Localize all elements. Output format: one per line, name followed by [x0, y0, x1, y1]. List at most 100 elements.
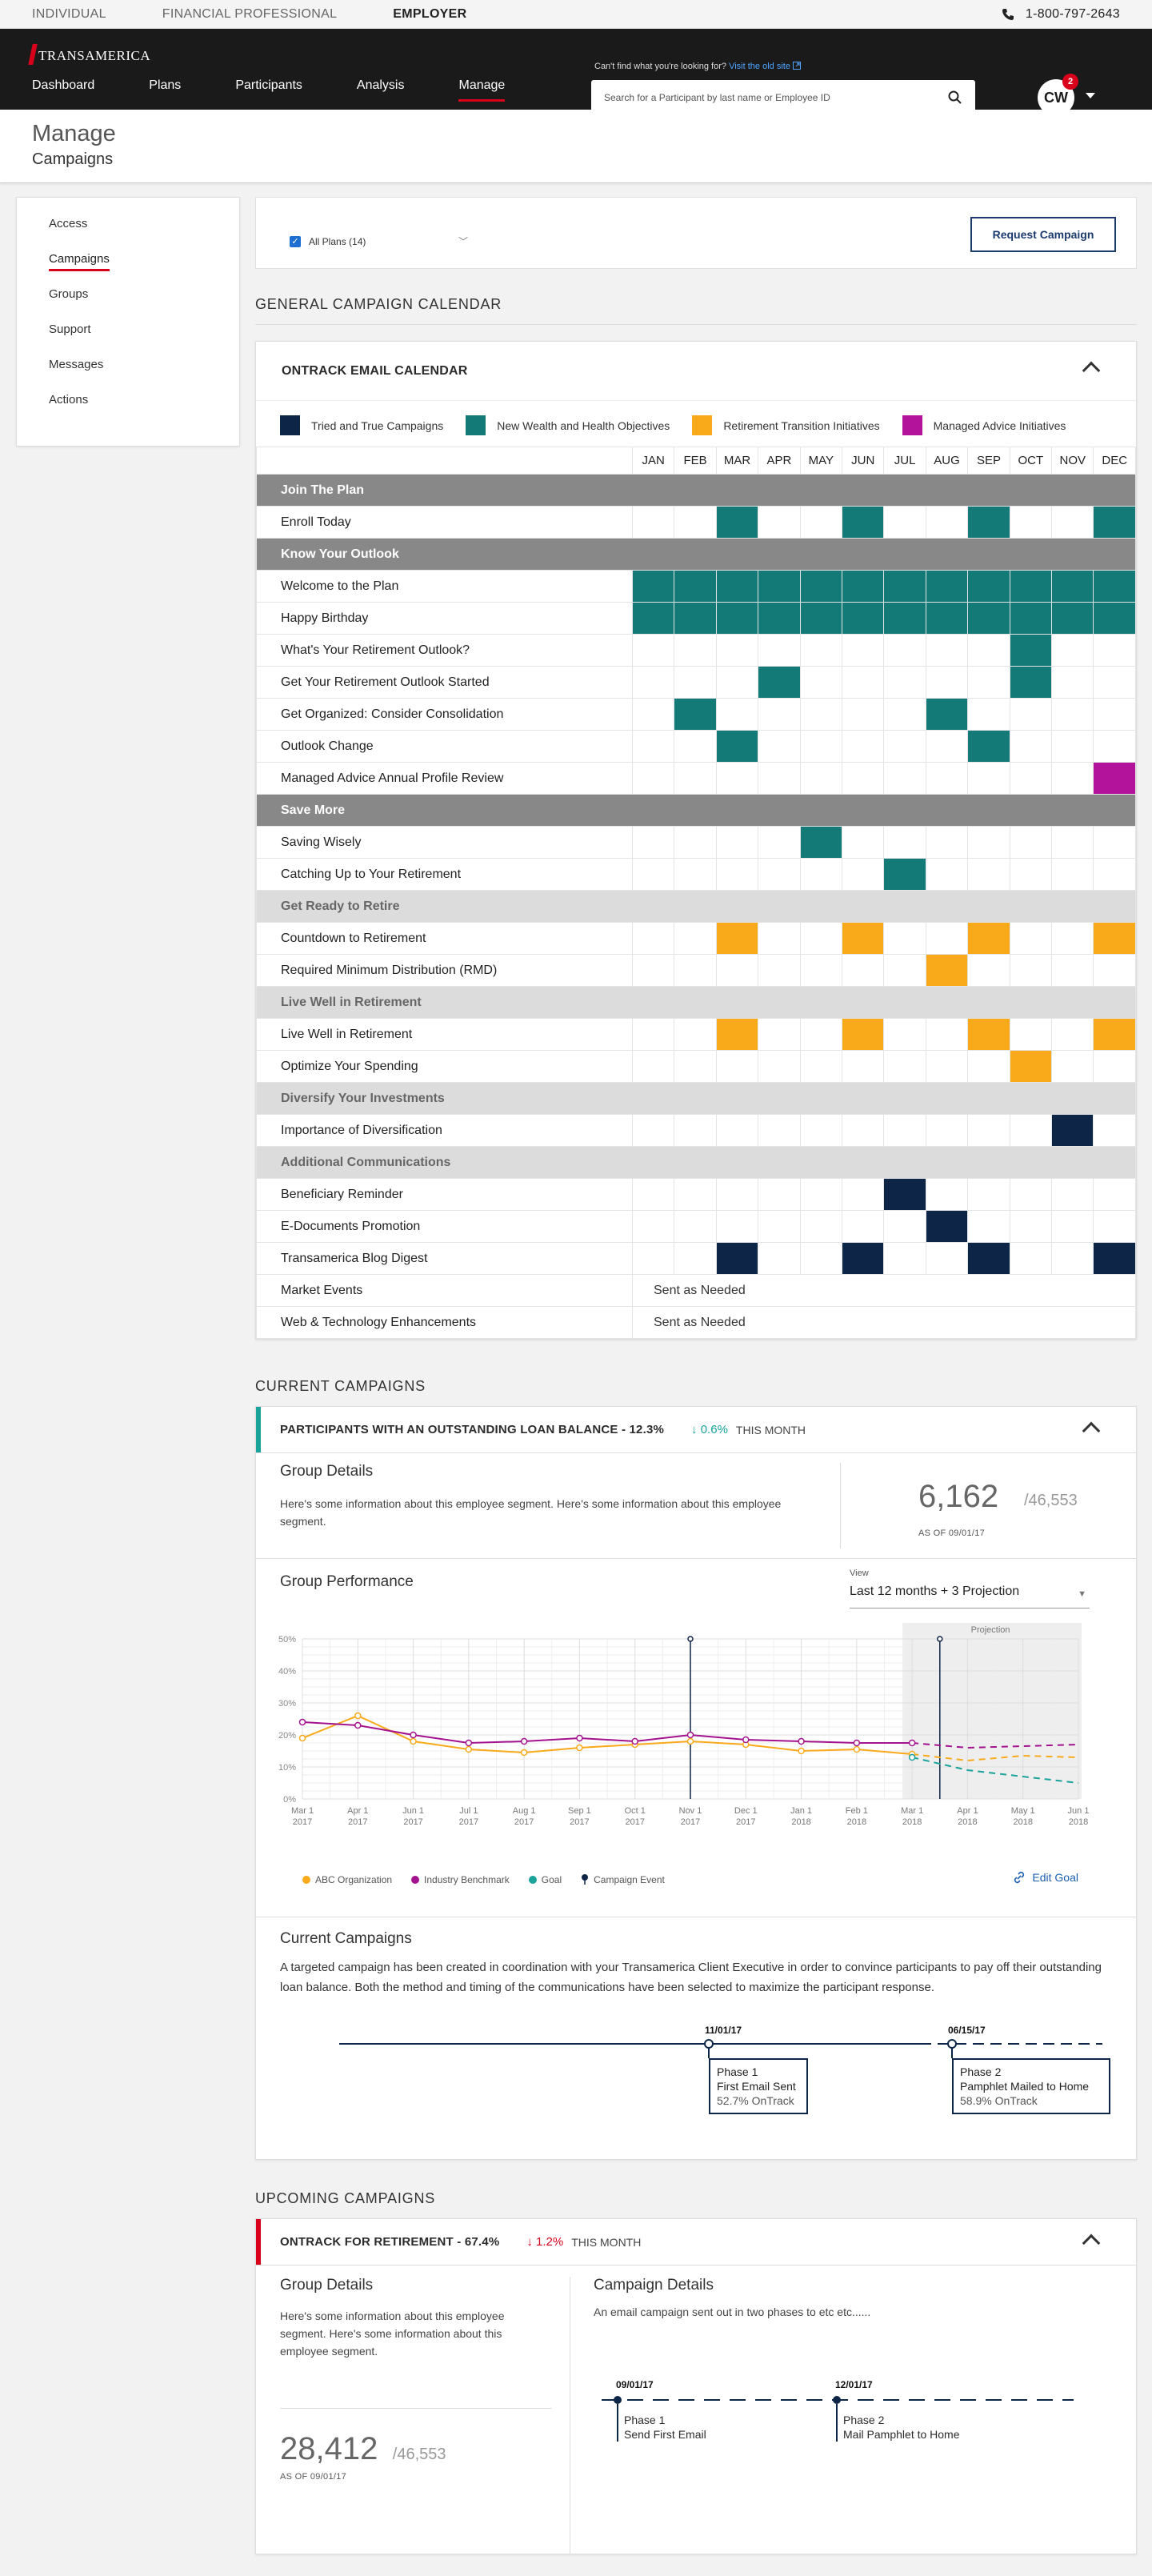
calendar-cell-active[interactable] — [1009, 602, 1053, 635]
nav-analysis[interactable]: Analysis — [356, 78, 405, 92]
calendar-row-e-documents-promotion[interactable]: E-Documents Promotion — [256, 1210, 1136, 1243]
phase-card[interactable]: Phase 1 Send First Email — [624, 2413, 706, 2442]
calendar-cell-active[interactable] — [674, 570, 717, 603]
calendar-cell-active[interactable] — [674, 602, 717, 635]
chevron-up-icon[interactable] — [1082, 361, 1101, 380]
calendar-row-importance-of-diversification[interactable]: Importance of Diversification — [256, 1114, 1136, 1147]
calendar-cell-active[interactable] — [967, 1018, 1010, 1051]
calendar-cell-active[interactable] — [842, 602, 885, 635]
calendar-cell-active[interactable] — [799, 602, 843, 635]
calendar-cell-active[interactable] — [967, 506, 1010, 539]
calendar-row-enroll-today[interactable]: Enroll Today — [256, 506, 1136, 539]
calendar-row-saving-wisely[interactable]: Saving Wisely — [256, 826, 1136, 859]
calendar-cell-active[interactable] — [1009, 666, 1053, 699]
calendar-cell-active[interactable] — [715, 730, 759, 763]
calendar-cell-active[interactable] — [842, 1242, 885, 1275]
calendar-cell-active[interactable] — [1093, 762, 1136, 795]
calendar-row-get-your-retirement-outlook-started[interactable]: Get Your Retirement Outlook Started — [256, 666, 1136, 699]
participant-search[interactable]: Search for a Participant by last name or… — [591, 80, 975, 115]
sidebar-item-access[interactable]: Access — [49, 217, 207, 252]
sidebar-item-support[interactable]: Support — [49, 323, 207, 358]
calendar-row-optimize-your-spending[interactable]: Optimize Your Spending — [256, 1050, 1136, 1083]
calendar-cell-active[interactable] — [883, 1178, 926, 1211]
calendar-cell-active[interactable] — [967, 730, 1010, 763]
calendar-row-web-technology-enhancements[interactable]: Web & Technology Enhancements Sent as Nee… — [256, 1306, 1136, 1339]
avatar[interactable]: CW — [1038, 79, 1074, 116]
calendar-row-required-minimum-distribution-rmd[interactable]: Required Minimum Distribution (RMD) — [256, 954, 1136, 987]
search-icon[interactable] — [948, 90, 962, 105]
calendar-cell-active[interactable] — [1093, 1018, 1136, 1051]
plans-checkbox[interactable]: ✓ — [290, 236, 301, 247]
calendar-cell-active[interactable] — [715, 570, 759, 603]
calendar-row-market-events[interactable]: Market Events Sent as Needed — [256, 1274, 1136, 1307]
calendar-cell-active[interactable] — [842, 1018, 885, 1051]
old-site-link[interactable]: Visit the old site — [729, 62, 790, 71]
request-campaign-button[interactable]: Request Campaign — [970, 217, 1116, 252]
audience-employer[interactable]: EMPLOYER — [393, 6, 467, 21]
calendar-cell-active[interactable] — [1093, 602, 1136, 635]
calendar-cell-active[interactable] — [758, 570, 801, 603]
calendar-row-catching-up-to-your-retirement[interactable]: Catching Up to Your Retirement — [256, 858, 1136, 891]
calendar-row-what-s-your-retirement-outlook[interactable]: What's Your Retirement Outlook? — [256, 634, 1136, 667]
sidebar-item-campaigns[interactable]: Campaigns — [49, 252, 207, 287]
calendar-cell-active[interactable] — [1009, 1050, 1053, 1083]
calendar-cell-active[interactable] — [715, 506, 759, 539]
calendar-cell-active[interactable] — [842, 922, 885, 955]
sidebar-item-groups[interactable]: Groups — [49, 287, 207, 323]
view-select[interactable]: Last 12 months + 3 Projection ▼ — [850, 1584, 1090, 1608]
calendar-cell-active[interactable] — [925, 602, 969, 635]
calendar-cell-active[interactable] — [967, 922, 1010, 955]
phase-card[interactable]: Phase 1 First Email Sent 52.7% OnTrack — [709, 2058, 808, 2114]
calendar-cell-active[interactable] — [967, 1242, 1010, 1275]
calendar-cell-active[interactable] — [1051, 1114, 1094, 1147]
search-input[interactable]: Search for a Participant by last name or… — [604, 92, 830, 103]
calendar-cell-active[interactable] — [1051, 570, 1094, 603]
calendar-row-countdown-to-retirement[interactable]: Countdown to Retirement — [256, 922, 1136, 955]
calendar-cell-active[interactable] — [925, 698, 969, 731]
phone-contact[interactable]: 1-800-797-2643 — [1002, 7, 1120, 22]
calendar-cell-active[interactable] — [1051, 602, 1094, 635]
brand-logo[interactable]: TRANSAMERICA — [28, 44, 150, 65]
calendar-cell-active[interactable] — [1093, 570, 1136, 603]
calendar-cell-active[interactable] — [1009, 634, 1053, 667]
audience-individual[interactable]: INDIVIDUAL — [32, 6, 106, 21]
calendar-cell-active[interactable] — [883, 858, 926, 891]
calendar-cell-active[interactable] — [1093, 506, 1136, 539]
calendar-cell-active[interactable] — [674, 698, 717, 731]
calendar-row-welcome-to-the-plan[interactable]: Welcome to the Plan — [256, 570, 1136, 603]
chevron-down-icon[interactable]: ﹀ — [458, 236, 469, 247]
calendar-row-outlook-change[interactable]: Outlook Change — [256, 730, 1136, 763]
calendar-cell-active[interactable] — [631, 602, 675, 635]
calendar-cell-active[interactable] — [799, 570, 843, 603]
calendar-cell-active[interactable] — [715, 602, 759, 635]
calendar-cell-active[interactable] — [883, 570, 926, 603]
chevron-up-icon[interactable] — [1082, 2233, 1101, 2253]
chevron-up-icon[interactable] — [1082, 1421, 1101, 1440]
audience-financial-professional[interactable]: FINANCIAL PROFESSIONAL — [162, 6, 338, 21]
calendar-cell-active[interactable] — [758, 666, 801, 699]
calendar-cell-active[interactable] — [925, 1210, 969, 1243]
calendar-cell-active[interactable] — [842, 570, 885, 603]
phase-card[interactable]: Phase 2 Mail Pamphlet to Home — [843, 2413, 960, 2442]
plans-select[interactable]: All Plans (14) — [309, 236, 366, 247]
calendar-row-happy-birthday[interactable]: Happy Birthday — [256, 602, 1136, 635]
calendar-cell-active[interactable] — [967, 570, 1010, 603]
nav-plans[interactable]: Plans — [149, 78, 182, 92]
sidebar-item-messages[interactable]: Messages — [49, 358, 207, 393]
calendar-cell-active[interactable] — [967, 602, 1010, 635]
chevron-down-icon[interactable] — [1086, 93, 1095, 98]
edit-goal-link[interactable]: Edit Goal — [1013, 1871, 1078, 1884]
calendar-row-beneficiary-reminder[interactable]: Beneficiary Reminder — [256, 1178, 1136, 1211]
nav-manage[interactable]: Manage — [458, 78, 506, 102]
nav-dashboard[interactable]: Dashboard — [32, 78, 95, 92]
calendar-cell-active[interactable] — [799, 826, 843, 859]
calendar-row-get-organized-consider-consolidation[interactable]: Get Organized: Consider Consolidation — [256, 698, 1136, 731]
phase-card[interactable]: Phase 2 Pamphlet Mailed to Home 58.9% On… — [952, 2058, 1110, 2114]
calendar-cell-active[interactable] — [631, 570, 675, 603]
calendar-cell-active[interactable] — [715, 1018, 759, 1051]
calendar-cell-active[interactable] — [1009, 570, 1053, 603]
calendar-cell-active[interactable] — [715, 1242, 759, 1275]
calendar-cell-active[interactable] — [925, 954, 969, 987]
calendar-cell-active[interactable] — [1093, 922, 1136, 955]
calendar-cell-active[interactable] — [1093, 1242, 1136, 1275]
